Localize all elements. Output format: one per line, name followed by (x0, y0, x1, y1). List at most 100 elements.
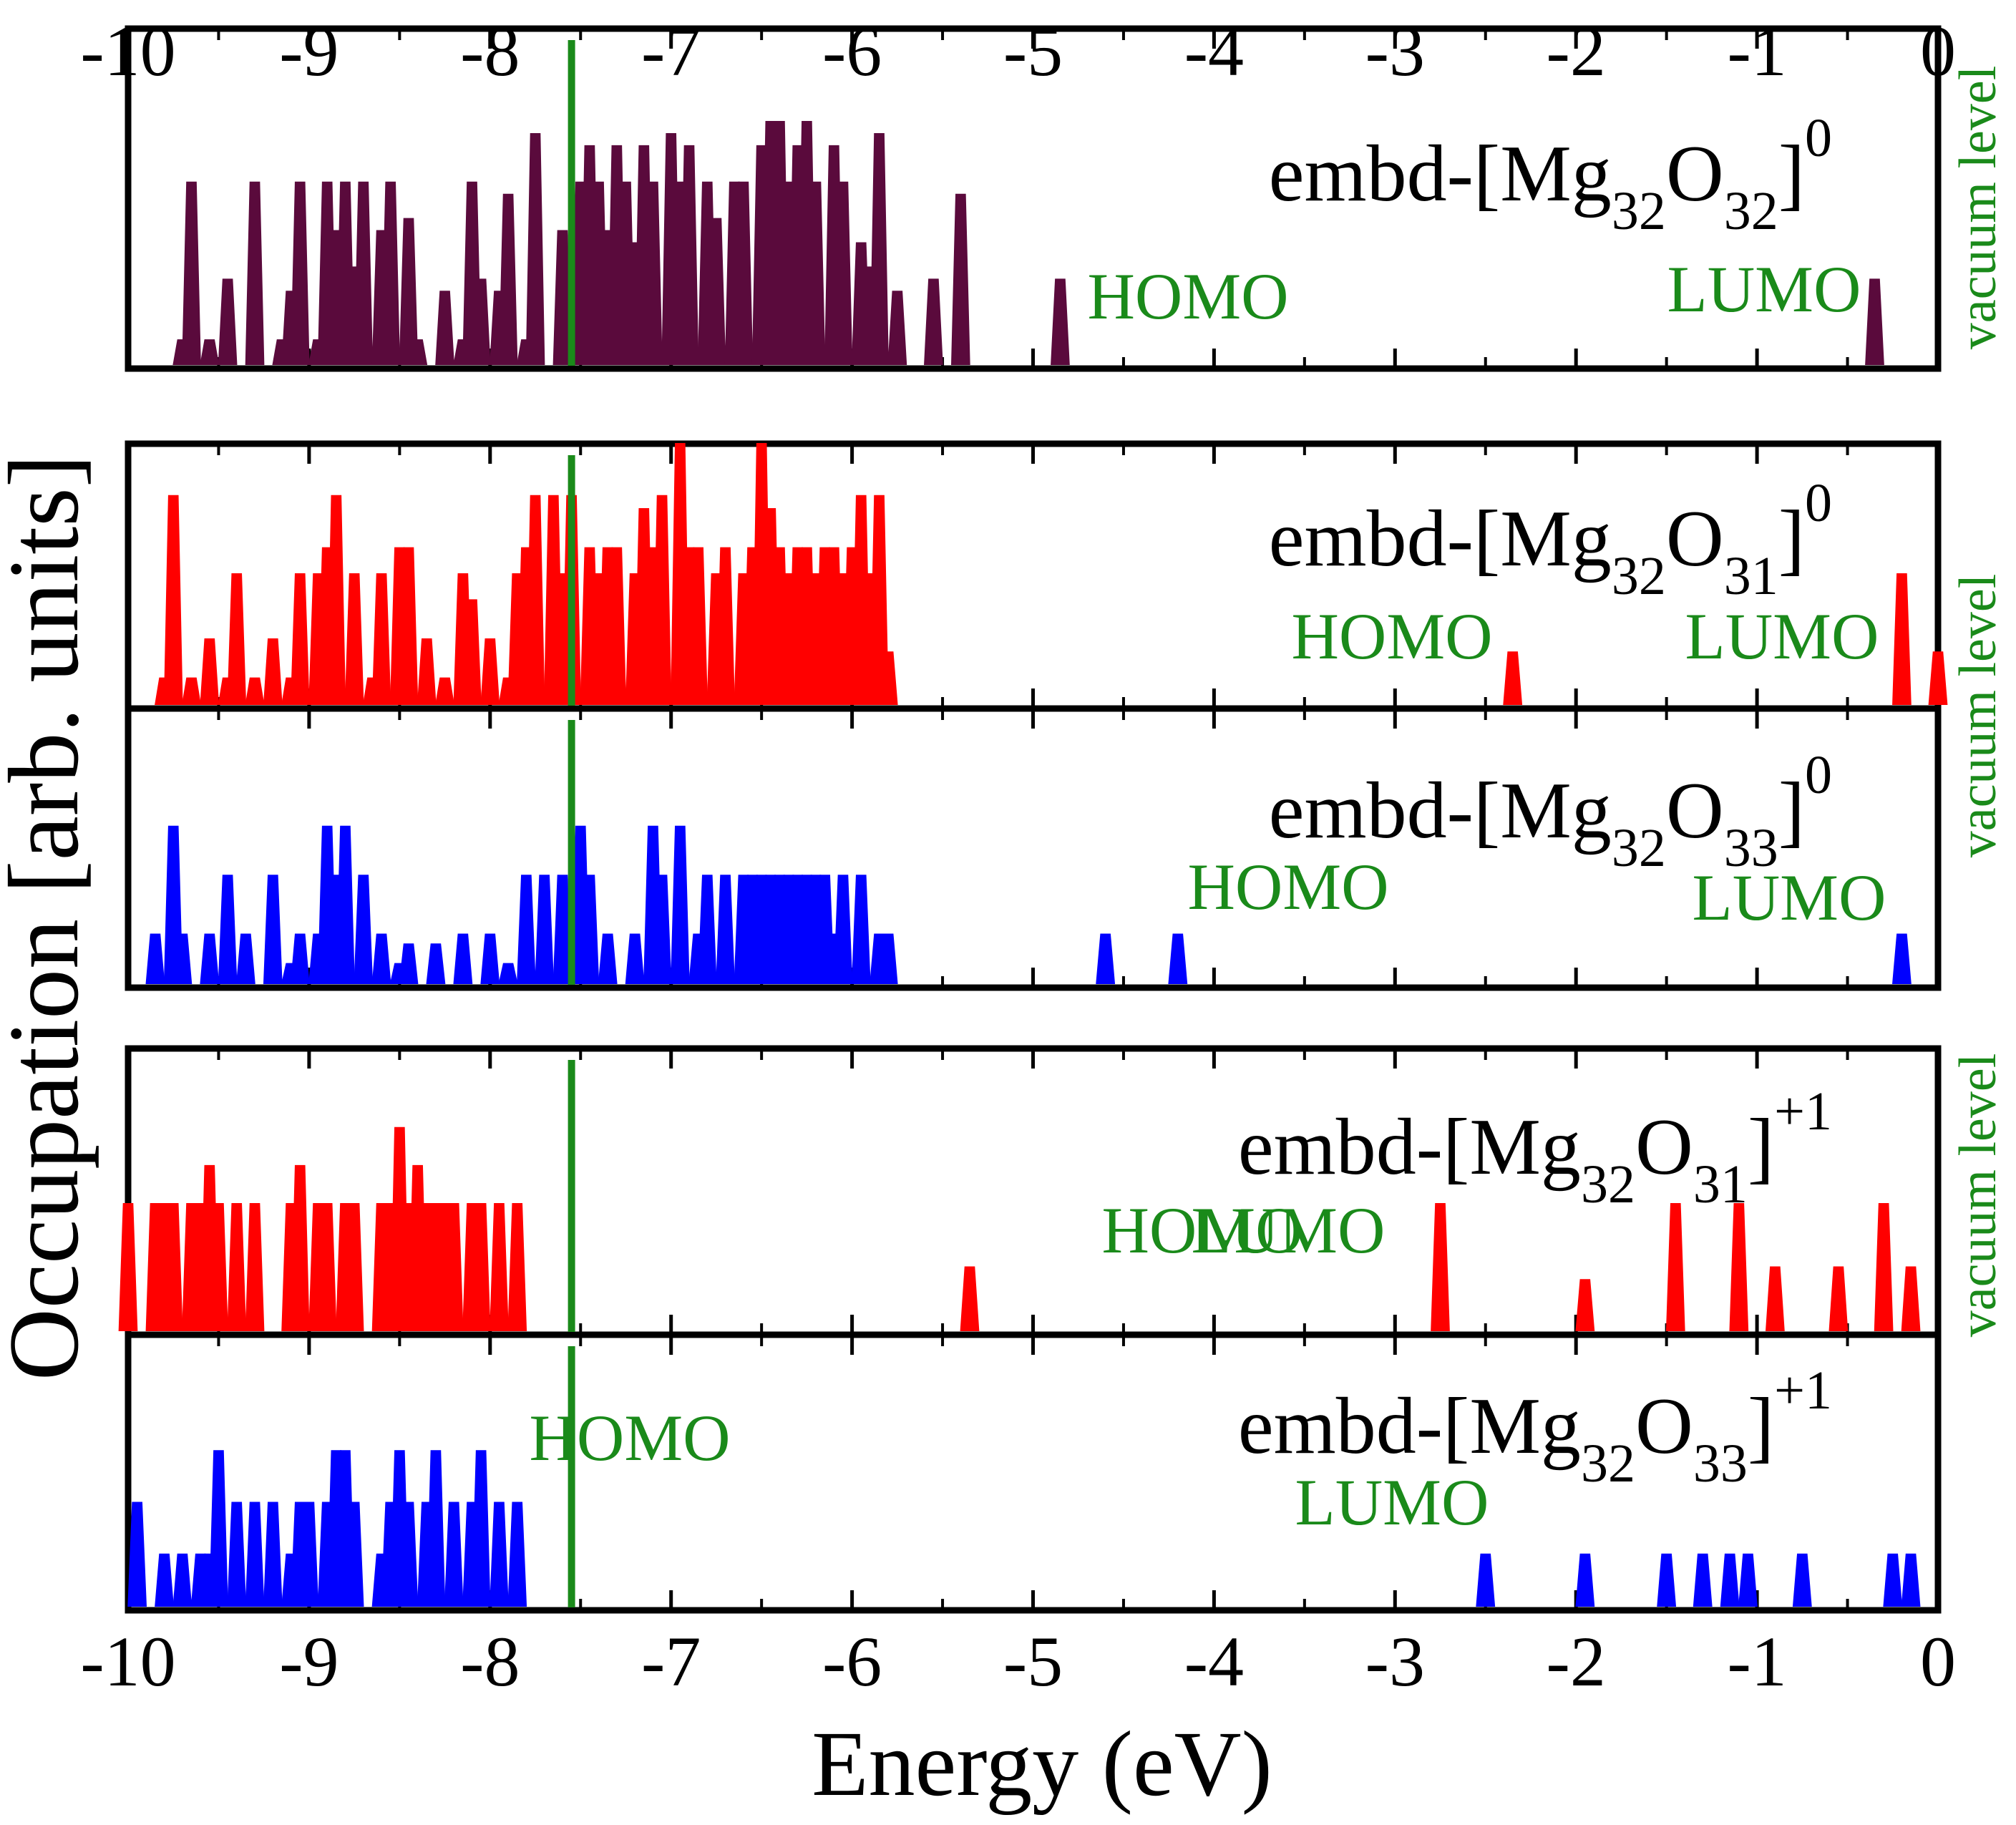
occupation-peak (1901, 1553, 1921, 1607)
occupation-peak (480, 933, 500, 984)
homo-label: HOMO (1101, 1194, 1302, 1267)
occupation-peak (1168, 933, 1188, 984)
occupation-peak (1096, 933, 1116, 984)
occupation-peak (435, 291, 454, 365)
occupation-peak (399, 943, 419, 984)
occupation-peak (127, 1502, 147, 1607)
occupation-peak (227, 1203, 247, 1331)
occupation-peak (263, 638, 283, 705)
occupation-peak (182, 677, 202, 705)
occupation-peak (833, 181, 853, 365)
occupation-peak (1874, 1203, 1894, 1331)
occupation-peak (344, 573, 364, 705)
occupation-peak (245, 1203, 265, 1331)
bottom-tick-label: -3 (1365, 1622, 1425, 1701)
occupation-peak (245, 181, 265, 365)
occupation-peak (716, 875, 735, 984)
occupation-peak (200, 638, 220, 705)
x-axis-label: Energy (eV) (812, 1713, 1272, 1816)
top-tick-label: -1 (1727, 11, 1786, 91)
y-axis-label: Occupation [arb. units] (0, 454, 99, 1381)
occupation-peak (1883, 1553, 1903, 1607)
occupation-peak (1051, 278, 1070, 365)
occupation-peak (163, 1203, 183, 1331)
occupation-peak (1503, 651, 1523, 705)
homo-label: HOMO (1187, 850, 1388, 923)
occupation-peak (471, 278, 491, 365)
occupation-peak (960, 1266, 980, 1331)
occupation-peak (490, 1203, 509, 1331)
bottom-tick-label: -2 (1547, 1622, 1606, 1701)
occupation-peak (851, 875, 871, 984)
occupation-peak (1431, 1203, 1450, 1331)
occupation-peak (426, 1450, 446, 1607)
occupation-peak (263, 875, 283, 984)
occupation-peak (371, 933, 391, 984)
homo-label: HOMO (1087, 260, 1288, 333)
occupation-peak (317, 1203, 337, 1331)
occupation-peak (245, 677, 265, 705)
occupation-peak (498, 193, 518, 365)
occupation-peak (145, 933, 165, 984)
top-tick-label: -7 (641, 11, 701, 91)
occupation-peak (471, 1450, 491, 1607)
occupation-peak (490, 1502, 509, 1607)
occupation-peak (290, 933, 310, 984)
occupation-peak (552, 230, 573, 365)
occupation-peak (245, 1502, 265, 1607)
occupation-peak (706, 218, 726, 365)
occupation-peak (878, 651, 898, 705)
occupation-peak (290, 181, 310, 365)
top-tick-label: -8 (460, 11, 520, 91)
occupation-peak (426, 943, 446, 984)
occupation-peak (399, 1502, 419, 1607)
occupation-peak (155, 1553, 174, 1607)
occupation-peak (607, 547, 627, 705)
occupation-peak (182, 181, 201, 365)
occupation-peak (227, 1502, 247, 1607)
occupation-peak (734, 181, 754, 365)
homo-label: HOMO (529, 1401, 730, 1474)
occupation-peak (887, 291, 907, 365)
occupation-peak (163, 495, 183, 705)
top-tick-label: -2 (1547, 11, 1606, 91)
occupation-peak (833, 875, 853, 984)
occupation-peak (480, 638, 500, 705)
occupation-peak (344, 1502, 364, 1607)
occupation-peak (1901, 1266, 1921, 1331)
lumo-label: LUMO (1685, 600, 1879, 673)
occupation-peak (552, 875, 573, 984)
occupation-peak (950, 193, 970, 365)
panel-title: embd-[Mg32O32]0 (1269, 108, 1832, 241)
occupation-peak (498, 963, 518, 984)
occupation-peak (1892, 933, 1912, 984)
occupation-peak (507, 1203, 527, 1331)
occupation-peak (444, 1502, 464, 1607)
bottom-tick-label: -9 (279, 1622, 339, 1701)
occupation-peak (1865, 278, 1884, 365)
occupation-peak (218, 875, 238, 984)
occupation-peak (218, 278, 238, 365)
bottom-tick-label: -1 (1727, 1622, 1786, 1701)
occupation-peak (688, 547, 708, 705)
occupation-peak (1892, 573, 1912, 705)
occupation-peak (290, 1164, 310, 1331)
occupation-peak (507, 1502, 527, 1607)
occupation-peak (354, 181, 374, 365)
occupation-peak (471, 1203, 491, 1331)
occupation-peak (1720, 1553, 1740, 1607)
occupation-peak (209, 1450, 228, 1607)
panel-title: embd-[Mg32O33]+1 (1238, 1361, 1832, 1494)
bottom-tick-label: -6 (822, 1622, 882, 1701)
homo-label: HOMO (1291, 600, 1492, 673)
occupation-peak (679, 145, 699, 365)
occupation-peak (1828, 1266, 1849, 1331)
occupation-peak (227, 573, 247, 705)
occupation-peak (1729, 1203, 1749, 1331)
occupation-peak (354, 875, 374, 984)
top-tick-label: -3 (1365, 11, 1425, 91)
